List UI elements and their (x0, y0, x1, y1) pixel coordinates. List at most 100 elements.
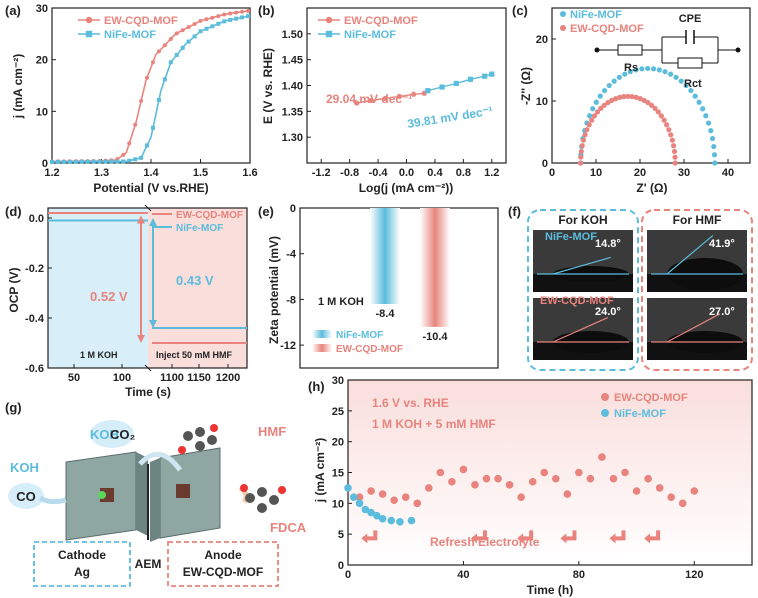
data-point (655, 484, 664, 492)
data-point (482, 73, 488, 79)
x-tick-label: 50 (68, 372, 80, 384)
panel-label-a: (a) (5, 3, 21, 18)
angle-value: 27.0° (709, 306, 735, 318)
legend-swatch (312, 330, 332, 338)
data-point (50, 159, 54, 164)
data-point (590, 106, 596, 112)
data-point (666, 127, 672, 133)
data-point (246, 8, 251, 13)
data-point (633, 94, 639, 100)
box-hmf (641, 209, 753, 371)
data-point (467, 76, 474, 82)
refresh-arrow (611, 530, 626, 541)
y-tick-label: 20 (536, 34, 548, 46)
label-cathode-ag: Ag (74, 565, 90, 579)
legend-entry: NiFe-MOF (344, 29, 396, 41)
circuit-label-rct: Rct (684, 78, 702, 90)
data-point (228, 17, 233, 22)
y-axis-label: j (mA cm⁻²) (11, 54, 25, 120)
data-point (103, 159, 108, 164)
y-tick-label: 1.40 (282, 81, 303, 93)
x-tick-label: 1100 (160, 372, 184, 384)
data-point (127, 158, 132, 163)
data-point (156, 97, 161, 102)
circuit-resistor-rct (677, 57, 703, 69)
legend-entry: EW-CQD-MOF (344, 15, 418, 27)
data-point (650, 66, 657, 72)
legend-entry: EW-CQD-MOF (614, 392, 688, 404)
data-point (645, 99, 651, 106)
data-point (85, 159, 90, 164)
circuit-label-cpe: CPE (679, 13, 702, 25)
data-point (368, 97, 374, 104)
plot-background (348, 380, 752, 565)
circuit-node (735, 47, 741, 53)
y-tick-label: -12 (280, 340, 296, 352)
data-point (355, 499, 364, 508)
x-tick-label: 0.8 (456, 167, 471, 179)
angle-value: 41.9° (709, 238, 735, 250)
data-point (672, 154, 678, 160)
data-point (627, 69, 633, 75)
data-point (678, 78, 684, 84)
y-axis-label: OCP (V) (7, 267, 21, 312)
y-tick-label: 15 (332, 468, 344, 480)
atom (178, 446, 186, 454)
data-point (162, 43, 167, 48)
annotation-hmf: Inject 50 mM HMF (156, 350, 233, 360)
y-tick-label: 0.0 (29, 213, 44, 225)
data-point (644, 474, 652, 483)
data-point (186, 25, 191, 30)
bubble (8, 483, 44, 509)
data-point (344, 484, 352, 492)
data-point (411, 91, 417, 97)
data-point (658, 113, 664, 119)
x-tick-label: -0.8 (340, 167, 359, 179)
annotation-condition-1: 1.6 V vs. RHE (372, 396, 449, 410)
data-point (621, 94, 627, 100)
legend-entry: EW-CQD-MOF (570, 23, 644, 35)
annotation-koh: 1 M KOH (80, 350, 118, 360)
label-koh: KOH (90, 427, 119, 442)
data-point (625, 93, 631, 99)
y-tick-label: 20 (332, 437, 344, 449)
label-fdca: FDCA (270, 520, 307, 535)
y-axis-label: -Z'' (Ω) (519, 67, 533, 105)
y-tick-label: -0.6 (25, 363, 44, 375)
arrowhead-red (137, 215, 145, 224)
data-point (133, 157, 138, 162)
x-axis-label: Time (s) (125, 385, 171, 399)
legend-entry: NiFe-MOF (336, 330, 383, 341)
label-co: CO (16, 489, 36, 504)
data-point (617, 94, 623, 100)
data-point (609, 474, 618, 483)
label-for-hmf: For HMF (673, 213, 722, 227)
atom (210, 424, 218, 432)
data-point (407, 516, 416, 525)
data-point (582, 132, 588, 138)
data-point (637, 96, 643, 102)
refresh-arrow (519, 530, 534, 541)
y-tick-label: 0 (290, 203, 296, 215)
data-point (645, 65, 651, 72)
data-point (489, 71, 495, 77)
data-point (667, 493, 675, 501)
y-tick-label: -0.2 (25, 263, 44, 275)
background-hmf (148, 208, 247, 368)
flow-arrow (138, 452, 183, 472)
data-point (228, 11, 233, 16)
arrowhead-blue (149, 320, 157, 328)
legend-entry: NiFe-MOF (614, 408, 666, 420)
data-point (591, 113, 598, 119)
y-tick-label: 5 (338, 529, 344, 541)
bar-1 (420, 208, 450, 327)
atom (278, 486, 286, 494)
data-point (597, 93, 603, 99)
y-axis-label: Zeta potential (mV) (267, 236, 281, 344)
data-point (482, 474, 491, 483)
y-tick-label: 30 (36, 3, 48, 15)
data-point (73, 159, 78, 164)
atom (183, 431, 193, 441)
x-tick-label: 1.3 (94, 167, 109, 179)
data-point (354, 100, 360, 106)
